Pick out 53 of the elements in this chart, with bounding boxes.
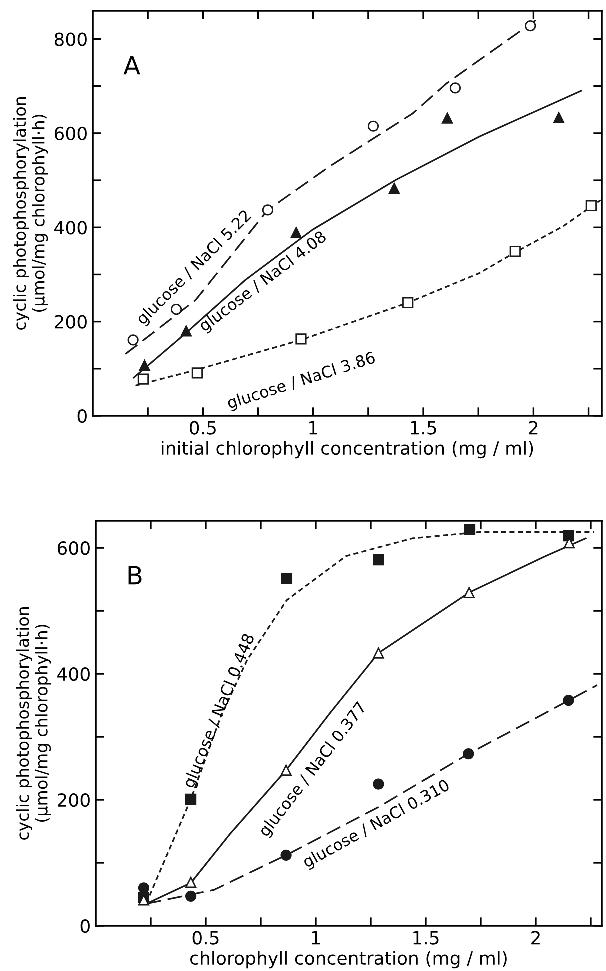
y-tick-label: 800 [54,32,87,46]
point [185,876,197,888]
y-axis-title: cyclic photophosphorylation (μmol/mg chlorophyll·h) [13,98,48,330]
point [138,882,150,894]
point [185,794,197,805]
point [185,890,197,902]
point [402,297,414,309]
point [368,120,380,132]
point [464,587,475,598]
y-tick-label: 0 [78,409,87,424]
point [525,20,536,32]
point [138,374,150,385]
y-tick-label: 400 [58,668,90,682]
y-tick-label: 200 [55,315,87,329]
x-tick-label: 0.5 [192,931,219,945]
point [388,182,400,194]
point [553,112,565,124]
point [139,360,150,372]
point [373,648,384,659]
x-tick-label: 1 [310,421,318,435]
y-tick-label: 600 [58,542,90,556]
y-tick-label: 400 [54,221,87,235]
y-axis-title: cyclic photophosphorylation (μmol/mg chlorophyll·h) [16,608,52,840]
point [296,334,307,345]
point [373,778,384,790]
annotation: A [124,56,140,75]
point [463,748,474,760]
point [510,246,521,258]
point [464,524,476,536]
point [280,850,292,862]
point [192,368,203,379]
point [280,764,292,776]
x-tick-label: 2 [529,421,538,435]
point [281,573,293,585]
point [128,334,139,346]
x-tick-label: 1.5 [414,931,439,945]
y-tick-label: 0 [80,919,90,934]
x-axis-title: initial chlorophyll concentration (mg / ml) [162,441,534,459]
x-tick-label: 1 [312,931,320,945]
point [450,82,462,94]
y-tick-label: 600 [54,126,87,141]
annotation: B [128,566,142,585]
point [373,554,384,566]
y-tick-label: 200 [58,793,90,808]
x-tick-label: 0.5 [190,421,216,435]
point [442,112,454,124]
x-tick-label: 1.5 [411,421,436,435]
x-axis-title: chlorophyll concentration (mg / ml) [190,951,507,969]
point [180,326,192,337]
point [262,204,274,216]
x-tick-label: 2 [532,931,540,945]
point [563,694,574,706]
point [586,200,597,212]
